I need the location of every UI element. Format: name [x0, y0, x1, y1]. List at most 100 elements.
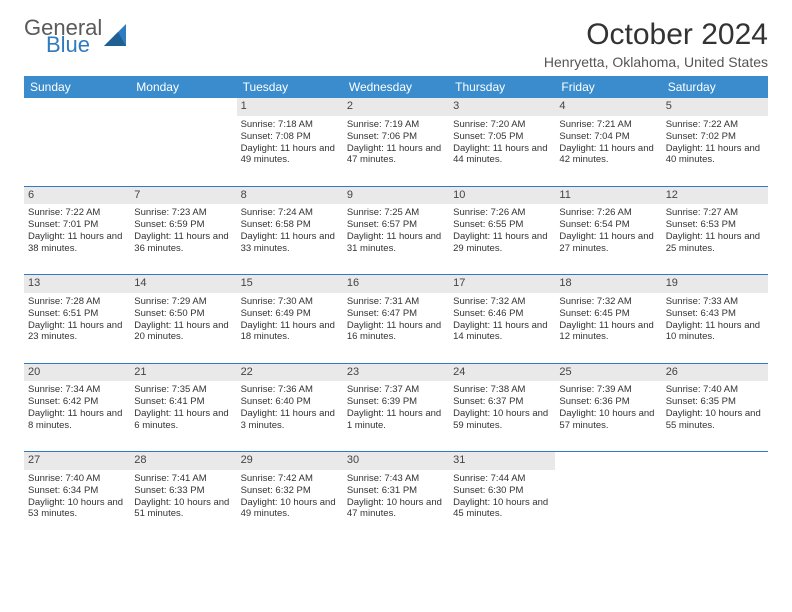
day-number: 12 [662, 187, 768, 205]
day-sunset: Sunset: 6:47 PM [347, 308, 445, 320]
day-sunrise: Sunrise: 7:31 AM [347, 296, 445, 308]
day-sunset: Sunset: 6:43 PM [666, 308, 764, 320]
day-daylight: Daylight: 11 hours and 16 minutes. [347, 320, 445, 344]
day-number: 31 [449, 452, 555, 470]
day-daylight: Daylight: 11 hours and 20 minutes. [134, 320, 232, 344]
location-subtitle: Henryetta, Oklahoma, United States [544, 54, 768, 70]
day-number: 13 [24, 275, 130, 293]
day-cell: 31 Sunrise: 7:44 AMSunset: 6:30 PMDayligh… [449, 452, 555, 540]
day-sunrise: Sunrise: 7:38 AM [453, 384, 551, 396]
day-number: 1 [237, 98, 343, 116]
day-cell: 8Sunrise: 7:24 AMSunset: 6:58 PMDaylight… [237, 187, 343, 275]
day-daylight: Daylight: 11 hours and 27 minutes. [559, 231, 657, 255]
day-number: 10 [449, 187, 555, 205]
header: General Blue October 2024 Henryetta, Okl… [24, 18, 768, 70]
empty-cell [24, 98, 130, 186]
day-cell: 22Sunrise: 7:36 AMSunset: 6:40 PMDayligh… [237, 364, 343, 452]
day-sunset: Sunset: 6:41 PM [134, 396, 232, 408]
day-number: 5 [662, 98, 768, 116]
day-sunrise: Sunrise: 7:19 AM [347, 119, 445, 131]
logo-sail-icon [104, 22, 130, 52]
weekday-header: Friday [555, 76, 661, 98]
day-cell: 26Sunrise: 7:40 AMSunset: 6:35 PMDayligh… [662, 364, 768, 452]
day-sunrise: Sunrise: 7:40 AM [666, 384, 764, 396]
day-daylight: Daylight: 10 hours and 45 minutes. [453, 497, 551, 521]
day-sunset: Sunset: 6:34 PM [28, 485, 126, 497]
day-cell: 6Sunrise: 7:22 AMSunset: 7:01 PMDaylight… [24, 187, 130, 275]
weekday-header: Sunday [24, 76, 130, 98]
calendar-body: 1Sunrise: 7:18 AMSunset: 7:08 PMDaylight… [24, 98, 768, 540]
page-title: October 2024 [544, 18, 768, 52]
day-sunset: Sunset: 6:46 PM [453, 308, 551, 320]
day-sunset: Sunset: 6:49 PM [241, 308, 339, 320]
day-sunrise: Sunrise: 7:41 AM [134, 473, 232, 485]
day-number: 16 [343, 275, 449, 293]
day-number: 26 [662, 364, 768, 382]
day-daylight: Daylight: 11 hours and 40 minutes. [666, 143, 764, 167]
day-number: 15 [237, 275, 343, 293]
day-cell: 16 Sunrise: 7:31 AMSunset: 6:47 PMDayligh… [343, 275, 449, 363]
day-daylight: Daylight: 11 hours and 6 minutes. [134, 408, 232, 432]
day-cell: 15Sunrise: 7:30 AMSunset: 6:49 PMDayligh… [237, 275, 343, 363]
day-cell: 13Sunrise: 7:28 AMSunset: 6:51 PMDayligh… [24, 275, 130, 363]
day-daylight: Daylight: 11 hours and 25 minutes. [666, 231, 764, 255]
day-cell: 4Sunrise: 7:21 AMSunset: 7:04 PMDaylight… [555, 98, 661, 186]
weekday-header: Monday [130, 76, 236, 98]
day-number: 14 [130, 275, 236, 293]
day-daylight: Daylight: 10 hours and 53 minutes. [28, 497, 126, 521]
day-cell: 17Sunrise: 7:32 AMSunset: 6:46 PMDayligh… [449, 275, 555, 363]
day-sunset: Sunset: 6:40 PM [241, 396, 339, 408]
day-sunset: Sunset: 6:32 PM [241, 485, 339, 497]
day-daylight: Daylight: 10 hours and 57 minutes. [559, 408, 657, 432]
day-number: 24 [449, 364, 555, 382]
weekday-header: Wednesday [343, 76, 449, 98]
day-cell: 5Sunrise: 7:22 AMSunset: 7:02 PMDaylight… [662, 98, 768, 186]
day-daylight: Daylight: 10 hours and 51 minutes. [134, 497, 232, 521]
day-sunset: Sunset: 7:02 PM [666, 131, 764, 143]
day-number: 23 [343, 364, 449, 382]
empty-cell [662, 452, 768, 540]
day-number: 25 [555, 364, 661, 382]
day-number: 3 [449, 98, 555, 116]
day-sunrise: Sunrise: 7:44 AM [453, 473, 551, 485]
day-sunrise: Sunrise: 7:24 AM [241, 207, 339, 219]
day-daylight: Daylight: 11 hours and 8 minutes. [28, 408, 126, 432]
day-sunrise: Sunrise: 7:34 AM [28, 384, 126, 396]
day-cell: 2Sunrise: 7:19 AMSunset: 7:06 PMDaylight… [343, 98, 449, 186]
day-sunset: Sunset: 7:06 PM [347, 131, 445, 143]
day-number: 18 [555, 275, 661, 293]
empty-cell [130, 98, 236, 186]
day-number: 11 [555, 187, 661, 205]
week-row: 20Sunrise: 7:34 AMSunset: 6:42 PMDayligh… [24, 364, 768, 452]
logo: General Blue [24, 18, 130, 56]
day-daylight: Daylight: 10 hours and 49 minutes. [241, 497, 339, 521]
weekday-header: Thursday [449, 76, 555, 98]
day-sunrise: Sunrise: 7:26 AM [559, 207, 657, 219]
day-daylight: Daylight: 11 hours and 31 minutes. [347, 231, 445, 255]
day-daylight: Daylight: 11 hours and 38 minutes. [28, 231, 126, 255]
day-cell: 29Sunrise: 7:42 AMSunset: 6:32 PMDayligh… [237, 452, 343, 540]
day-sunset: Sunset: 6:53 PM [666, 219, 764, 231]
day-sunset: Sunset: 6:35 PM [666, 396, 764, 408]
day-cell: 7Sunrise: 7:23 AMSunset: 6:59 PMDaylight… [130, 187, 236, 275]
day-sunset: Sunset: 7:01 PM [28, 219, 126, 231]
empty-cell [555, 452, 661, 540]
day-sunrise: Sunrise: 7:27 AM [666, 207, 764, 219]
day-sunset: Sunset: 6:50 PM [134, 308, 232, 320]
day-sunset: Sunset: 6:30 PM [453, 485, 551, 497]
day-cell: 18Sunrise: 7:32 AMSunset: 6:45 PMDayligh… [555, 275, 661, 363]
day-sunrise: Sunrise: 7:40 AM [28, 473, 126, 485]
day-number: 22 [237, 364, 343, 382]
day-cell: 23Sunrise: 7:37 AMSunset: 6:39 PMDayligh… [343, 364, 449, 452]
day-sunrise: Sunrise: 7:39 AM [559, 384, 657, 396]
day-number: 4 [555, 98, 661, 116]
day-daylight: Daylight: 10 hours and 59 minutes. [453, 408, 551, 432]
day-sunrise: Sunrise: 7:18 AM [241, 119, 339, 131]
day-cell: 12 Sunrise: 7:27 AMSunset: 6:53 PMDayligh… [662, 187, 768, 275]
logo-text: General Blue [24, 18, 102, 56]
day-daylight: Daylight: 11 hours and 23 minutes. [28, 320, 126, 344]
day-sunset: Sunset: 6:55 PM [453, 219, 551, 231]
weekday-header: Saturday [662, 76, 768, 98]
day-sunset: Sunset: 6:33 PM [134, 485, 232, 497]
day-sunset: Sunset: 6:36 PM [559, 396, 657, 408]
